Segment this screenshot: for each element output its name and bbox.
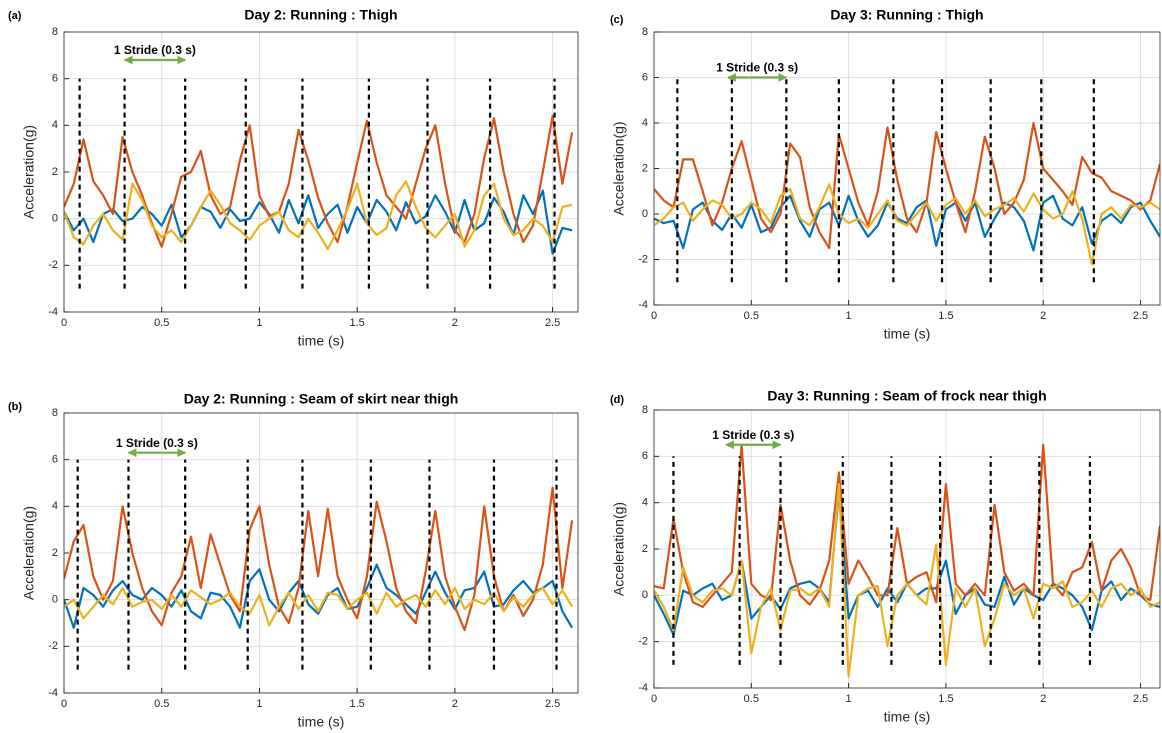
x-tick-label: 1.5 (350, 317, 365, 329)
series-group (64, 78, 574, 289)
y-tick-label: 4 (52, 500, 58, 512)
data-line (64, 114, 574, 248)
y-tick-label: 6 (642, 450, 648, 462)
x-tick-label: 2.5 (545, 698, 560, 710)
y-tick-label: 6 (52, 73, 58, 85)
y-axis-label: Acceleration(g) (21, 506, 37, 600)
series-group (654, 77, 1160, 283)
x-axis-label: time (s) (298, 333, 345, 349)
y-tick-label: -2 (48, 640, 58, 652)
stride-annotation: 1 Stride (0.3 s) (116, 436, 198, 450)
x-tick-label: 0.5 (154, 317, 169, 329)
data-line (64, 586, 574, 627)
chart-title: Day 3: Running : Seam of frock near thig… (767, 388, 1046, 404)
y-tick-label: -2 (48, 259, 58, 271)
data-line (64, 563, 574, 629)
y-tick-label: 4 (642, 117, 648, 129)
x-tick-label: 1 (846, 310, 852, 322)
y-axis-label: Acceleration(g) (611, 121, 627, 215)
chart-title: Day 2: Running : Seam of skirt near thig… (184, 391, 459, 407)
plot-frame (653, 31, 1161, 306)
y-tick-label: 4 (642, 497, 648, 509)
chart-title: Day 2: Running : Thigh (244, 7, 397, 23)
x-tick-label: 1 (256, 317, 262, 329)
y-tick-label: 8 (52, 407, 58, 419)
data-line (64, 486, 574, 632)
x-tick-label: 0.5 (154, 698, 169, 710)
x-tick-label: 0.5 (744, 693, 759, 705)
x-tick-label: 1.5 (938, 693, 953, 705)
y-tick-label: -2 (638, 253, 648, 265)
x-tick-label: 2 (452, 698, 458, 710)
y-tick-label: -2 (638, 636, 648, 648)
x-tick-label: 2.5 (1133, 310, 1148, 322)
panel-label: (a) (8, 10, 22, 22)
data-line (654, 121, 1160, 250)
y-tick-label: 2 (52, 547, 58, 559)
x-tick-label: 1.5 (938, 310, 953, 322)
data-line (654, 483, 1160, 678)
panel-label: (b) (8, 401, 22, 413)
subplot: -4 -2 0 2 4 6 8 0 0.5 1 1.5 2 2.5 1 Stride (0.3 s) Day… (8, 7, 579, 349)
chart-title: Day 3: Running : Thigh (830, 7, 983, 23)
y-tick-label: 8 (52, 26, 58, 38)
y-tick-label: 8 (642, 26, 648, 38)
data-line (64, 180, 573, 251)
y-tick-label: 2 (642, 162, 648, 174)
x-tick-label: 2 (1040, 693, 1046, 705)
x-tick-label: 0.5 (744, 310, 759, 322)
subplot: -4 -2 0 2 4 6 8 0 0.5 1 1.5 2 2.5 1 Stride (0.3 s) Day… (610, 388, 1161, 725)
plot-frame (653, 409, 1161, 689)
stride-annotation: 1 Stride (0.3 s) (716, 61, 798, 75)
y-tick-label: -4 (48, 306, 58, 318)
x-tick-label: 1 (846, 693, 852, 705)
stride-annotation: 1 Stride (0.3 s) (712, 428, 794, 442)
x-tick-label: 0 (61, 317, 67, 329)
x-axis-label: time (s) (298, 714, 345, 730)
panel-label: (d) (610, 394, 624, 406)
x-tick-label: 2.5 (1133, 693, 1148, 705)
subplot: -4 -2 0 2 4 6 8 0 0.5 1 1.5 2 2.5 1 Stride (0.3 s) Day… (610, 7, 1161, 342)
y-tick-label: 0 (642, 208, 648, 220)
x-tick-label: 2 (1040, 310, 1046, 322)
y-tick-label: 6 (52, 454, 58, 466)
x-axis-label: time (s) (884, 709, 931, 725)
x-tick-label: 0 (651, 693, 657, 705)
x-tick-label: 1 (256, 698, 262, 710)
x-tick-label: 2.5 (545, 317, 560, 329)
data-line (654, 194, 1160, 252)
x-tick-label: 2 (452, 317, 458, 329)
x-tick-label: 1.5 (350, 698, 365, 710)
plot-frame (63, 31, 579, 313)
y-axis-label: Acceleration(g) (21, 125, 37, 219)
x-axis-label: time (s) (884, 326, 931, 342)
y-tick-label: 2 (642, 543, 648, 555)
data-line (654, 183, 1160, 266)
y-tick-label: 8 (642, 404, 648, 416)
y-tick-label: -4 (48, 687, 58, 699)
y-tick-label: 0 (642, 589, 648, 601)
y-tick-label: 0 (52, 594, 58, 606)
series-group (654, 443, 1160, 678)
y-axis-label: Acceleration(g) (611, 502, 627, 596)
y-tick-label: -4 (638, 682, 648, 694)
x-tick-label: 0 (61, 698, 67, 710)
subplot: -4 -2 0 2 4 6 8 0 0.5 1 1.5 2 2.5 1 Stride (0.3 s) Day… (8, 391, 579, 730)
panel-label: (c) (610, 14, 624, 26)
x-tick-label: 0 (651, 310, 657, 322)
y-tick-label: 0 (52, 213, 58, 225)
series-group (64, 459, 574, 670)
y-tick-label: 2 (52, 166, 58, 178)
y-tick-label: 4 (52, 119, 58, 131)
plot-frame (63, 412, 579, 694)
y-tick-label: -4 (638, 299, 648, 311)
y-tick-label: 6 (642, 71, 648, 83)
stride-annotation: 1 Stride (0.3 s) (114, 43, 196, 57)
